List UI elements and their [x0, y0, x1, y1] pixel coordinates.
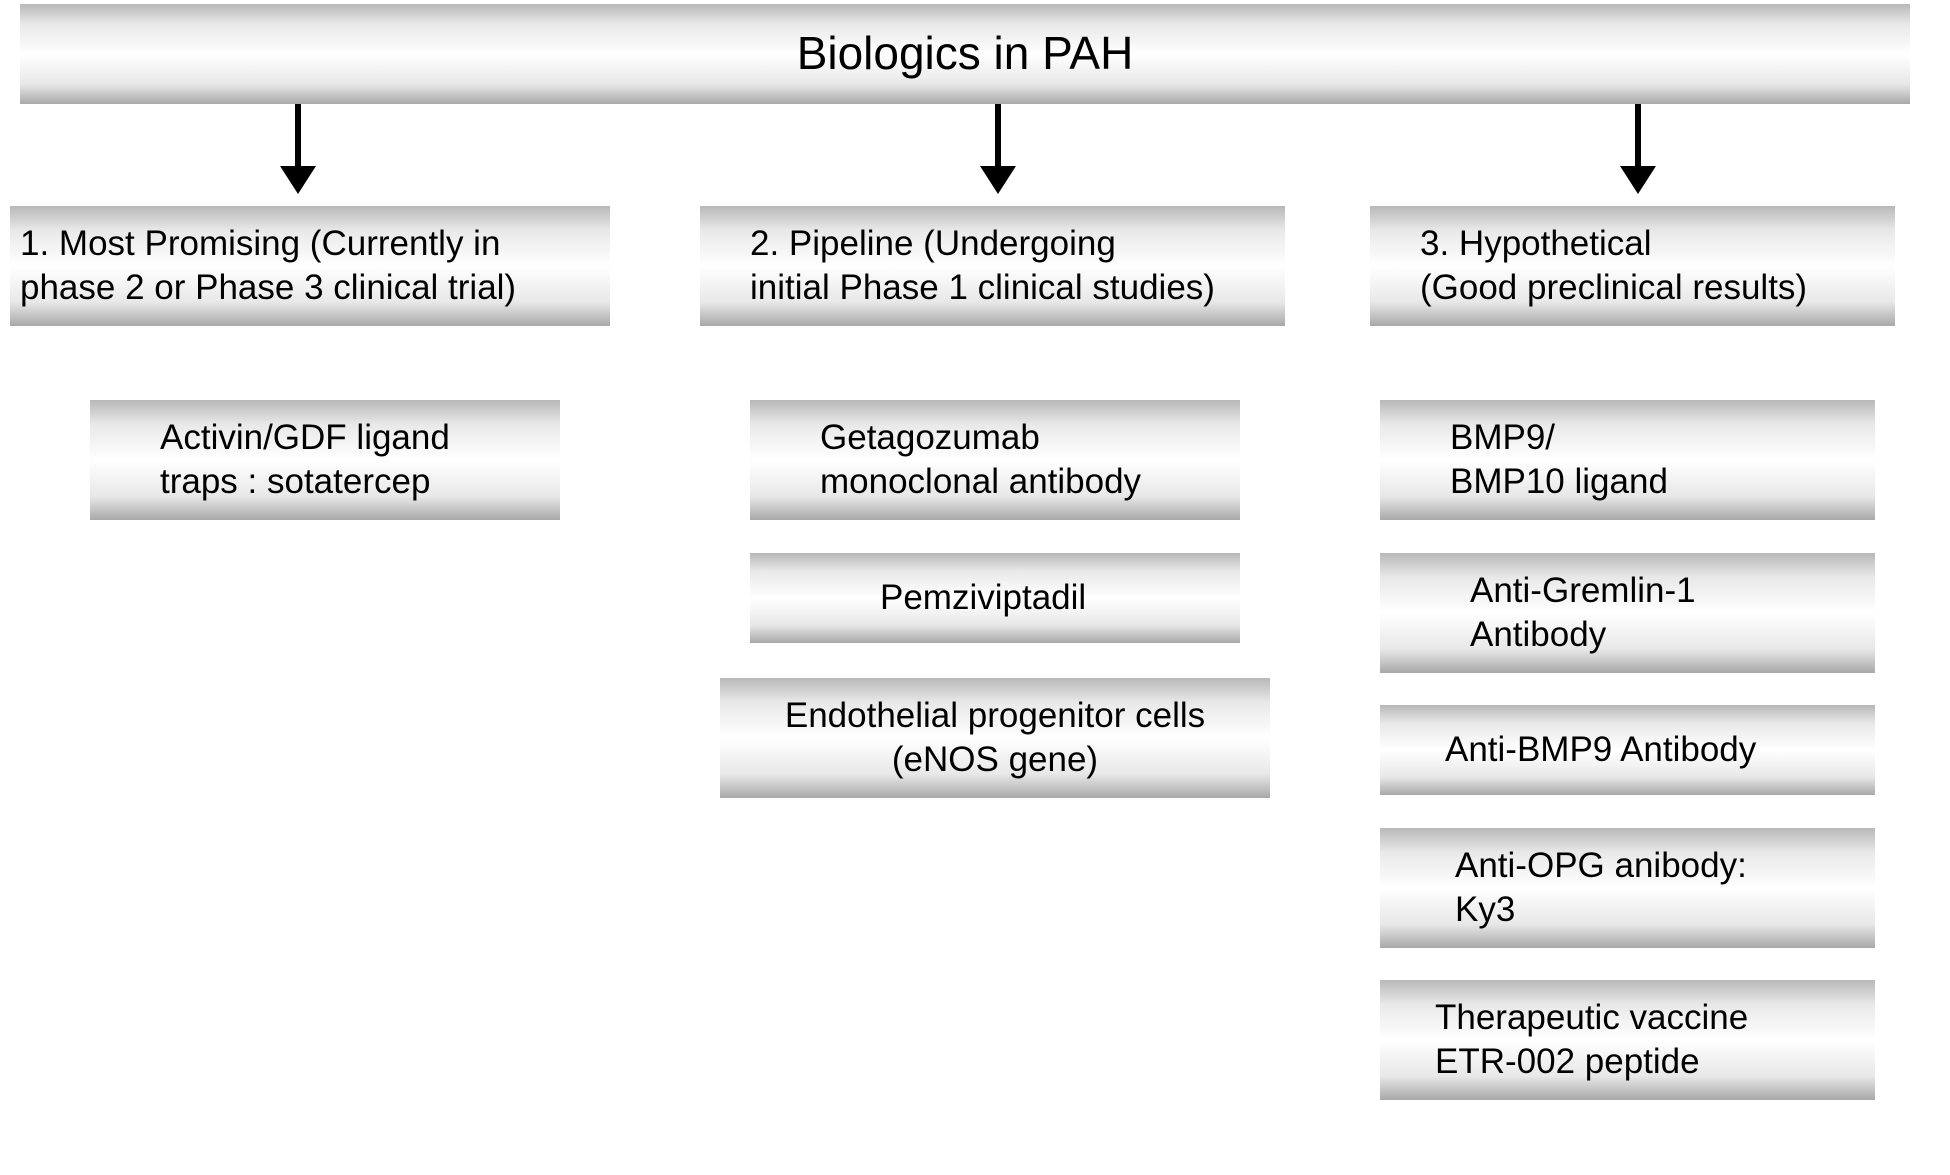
arrow-1 — [280, 104, 316, 194]
col2-item-1: Getagozumab monoclonal antibody — [750, 400, 1240, 520]
arrow-2 — [980, 104, 1016, 194]
col1-header: 1. Most Promising (Currently in phase 2 … — [10, 206, 610, 326]
arrow-3 — [1620, 104, 1656, 194]
col2-item-2-text: Pemziviptadil — [880, 576, 1086, 620]
col3-item-5-text: Therapeutic vaccine ETR-002 peptide — [1435, 996, 1748, 1084]
col3-item-2: Anti-Gremlin-1 Antibody — [1380, 553, 1875, 673]
col3-item-1-text: BMP9/ BMP10 ligand — [1450, 416, 1668, 504]
col3-header-text: 3. Hypothetical (Good preclinical result… — [1420, 222, 1807, 310]
col2-item-1-text: Getagozumab monoclonal antibody — [820, 416, 1141, 504]
col2-item-3: Endothelial progenitor cells (eNOS gene) — [720, 678, 1270, 798]
col3-item-4: Anti-OPG anibody: Ky3 — [1380, 828, 1875, 948]
col3-item-3: Anti-BMP9 Antibody — [1380, 705, 1875, 795]
col3-item-3-text: Anti-BMP9 Antibody — [1445, 728, 1756, 772]
col2-header-text: 2. Pipeline (Undergoing initial Phase 1 … — [750, 222, 1215, 310]
col3-item-4-text: Anti-OPG anibody: Ky3 — [1455, 844, 1747, 932]
col3-item-1: BMP9/ BMP10 ligand — [1380, 400, 1875, 520]
col2-header: 2. Pipeline (Undergoing initial Phase 1 … — [700, 206, 1285, 326]
title-bar: Biologics in PAH — [20, 4, 1910, 104]
col1-item-1: Activin/GDF ligand traps : sotatercep — [90, 400, 560, 520]
col2-item-3-text: Endothelial progenitor cells (eNOS gene) — [785, 694, 1205, 782]
col1-header-text: 1. Most Promising (Currently in phase 2 … — [20, 222, 516, 310]
col3-item-5: Therapeutic vaccine ETR-002 peptide — [1380, 980, 1875, 1100]
col2-item-2: Pemziviptadil — [750, 553, 1240, 643]
col3-header: 3. Hypothetical (Good preclinical result… — [1370, 206, 1895, 326]
title-text: Biologics in PAH — [797, 25, 1134, 83]
col1-item-1-text: Activin/GDF ligand traps : sotatercep — [160, 416, 450, 504]
col3-item-2-text: Anti-Gremlin-1 Antibody — [1470, 569, 1696, 657]
